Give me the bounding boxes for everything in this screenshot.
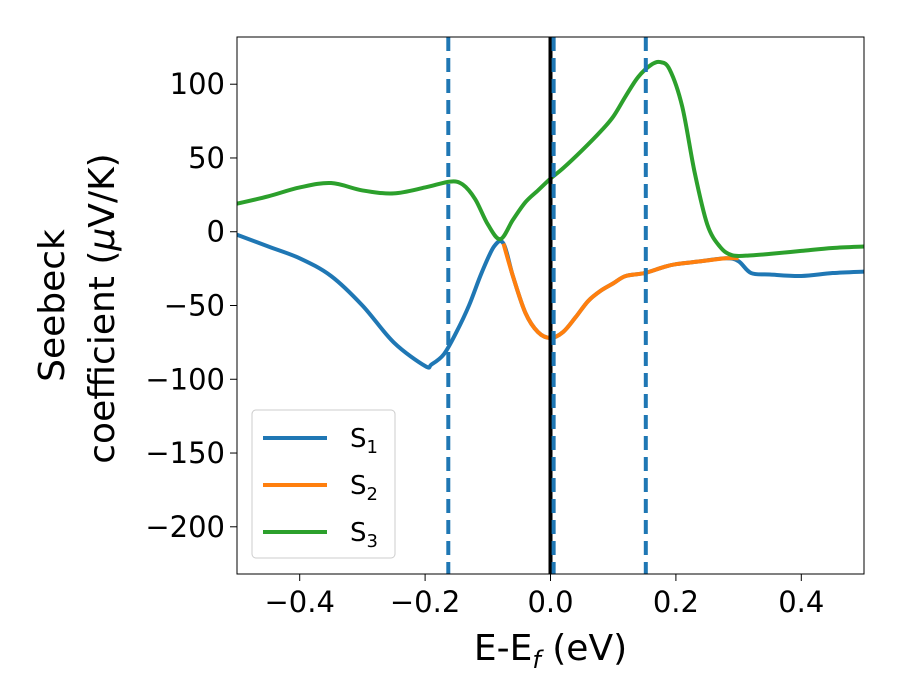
y-tick-label: −50 [164, 289, 225, 323]
legend: S1 S2 S3 [251, 409, 396, 559]
tick-layer: −0.4 −0.2 0.0 0.2 0.4 100 50 0 −50 −100 −150 −200 [145, 67, 824, 619]
plot-area [237, 37, 864, 574]
y-axis-label-mu: μ [82, 228, 123, 252]
legend-label-s1-sub: 1 [367, 437, 378, 458]
y-axis-title-line2: coefficient (μV/K) [82, 153, 123, 463]
x-axis-label: E-E [474, 628, 532, 669]
legend-label-s2: S2 [350, 471, 378, 505]
y-tick-label: −150 [145, 436, 225, 470]
legend-label-s2-sub: 2 [367, 484, 378, 505]
series-line-s2 [501, 242, 739, 340]
y-axis-label-part1: coefficient ( [82, 251, 123, 464]
y-tick-label: −200 [145, 510, 225, 544]
y-axis-label-part2: V/K) [82, 153, 123, 227]
x-tick-label: −0.2 [390, 585, 460, 619]
x-tick-label: 0.4 [778, 585, 824, 619]
y-tick-label: 0 [207, 215, 225, 249]
series-line-s3 [237, 59, 864, 259]
legend-label-s3-sub: 3 [367, 531, 378, 552]
x-axis-label-unit: (eV) [541, 628, 627, 669]
y-axis-title-line1: Seebeck [32, 229, 73, 382]
x-tick-label: 0.0 [527, 585, 573, 619]
legend-label-s1: S1 [350, 424, 378, 458]
legend-label-s3: S3 [350, 518, 378, 552]
x-axis-title: E-Ef (eV) [474, 628, 627, 674]
legend-label-s1-name: S [350, 424, 367, 454]
x-tick-label: 0.2 [653, 585, 699, 619]
legend-label-s3-name: S [350, 518, 367, 548]
y-tick-label: 100 [170, 67, 225, 101]
y-tick-label: 50 [188, 141, 225, 175]
legend-label-s2-name: S [350, 471, 367, 501]
y-tick-label: −100 [145, 362, 225, 396]
x-tick-label: −0.4 [264, 585, 334, 619]
